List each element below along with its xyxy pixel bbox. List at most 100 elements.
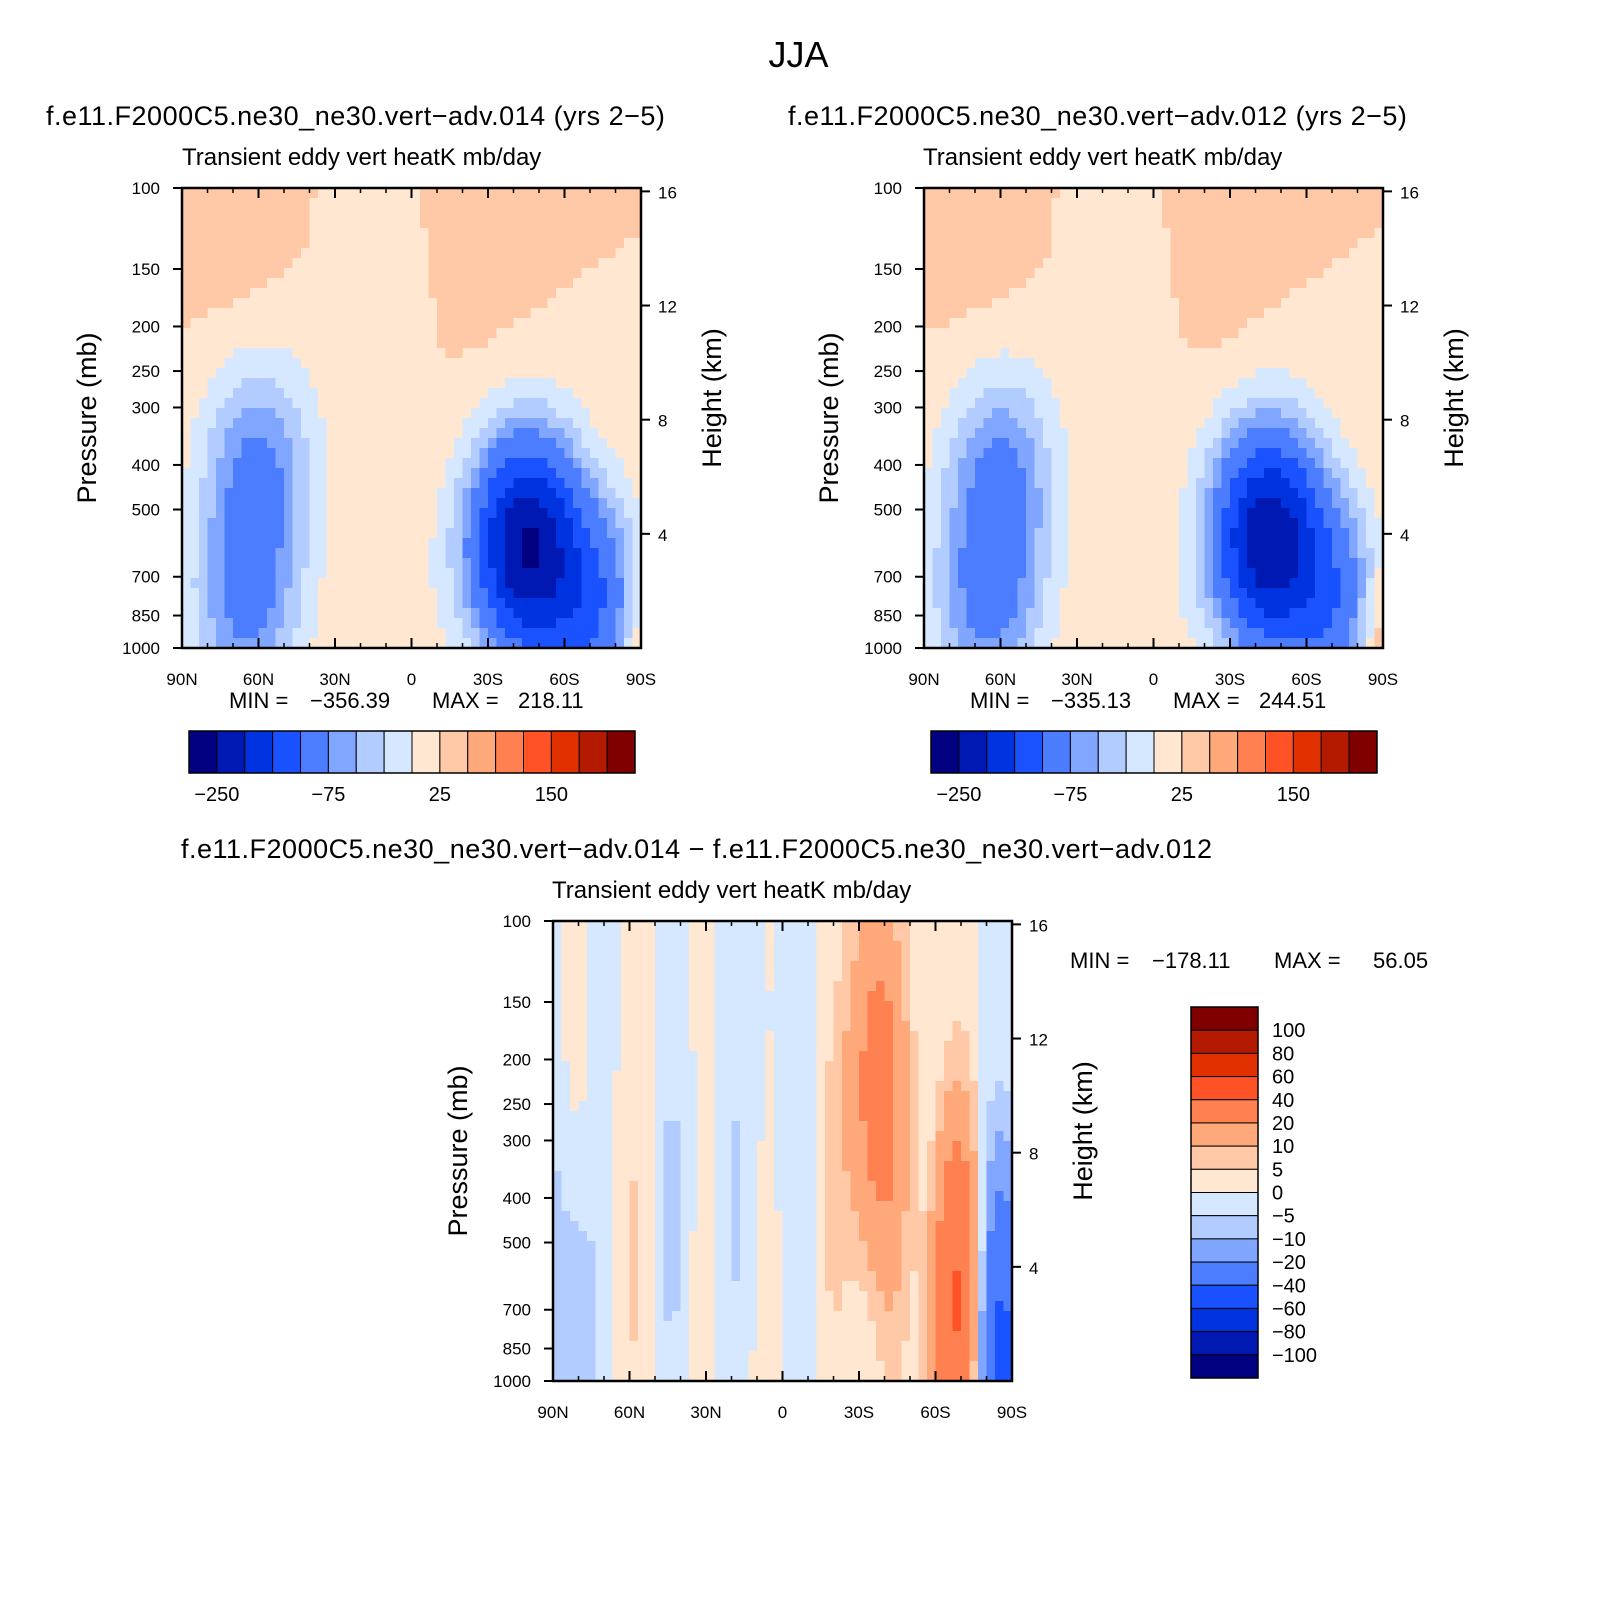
field-cell bbox=[941, 468, 951, 479]
field-cell bbox=[488, 218, 498, 229]
field-cell bbox=[624, 308, 634, 319]
field-cell bbox=[301, 478, 311, 489]
field-cell bbox=[284, 508, 294, 519]
field-cell bbox=[1298, 298, 1308, 309]
field-cell bbox=[1060, 378, 1070, 389]
field-cell bbox=[1289, 538, 1299, 549]
field-cell bbox=[522, 548, 532, 559]
field-cell bbox=[1289, 368, 1299, 379]
field-cell bbox=[530, 468, 540, 479]
field-cell bbox=[1289, 218, 1299, 229]
field-cell bbox=[1179, 298, 1189, 309]
field-cell bbox=[941, 628, 951, 639]
field-cell bbox=[1026, 578, 1036, 589]
field-cell bbox=[479, 398, 489, 409]
field-cell bbox=[539, 248, 549, 259]
field-cell bbox=[539, 458, 549, 469]
field-cell bbox=[267, 608, 277, 619]
field-cell bbox=[624, 278, 634, 289]
field-cell bbox=[1043, 298, 1053, 309]
field-cell bbox=[190, 418, 200, 429]
field-cell bbox=[1187, 188, 1197, 199]
field-cell bbox=[1145, 528, 1155, 539]
field-cell bbox=[966, 628, 976, 639]
field-cell bbox=[1000, 468, 1010, 479]
field-cell bbox=[1145, 578, 1155, 589]
field-cell bbox=[420, 608, 430, 619]
field-cell bbox=[258, 528, 268, 539]
field-cell bbox=[462, 508, 472, 519]
field-cell bbox=[1009, 248, 1019, 259]
field-cell bbox=[983, 428, 993, 439]
field-cell bbox=[437, 448, 447, 459]
field-cell bbox=[386, 468, 396, 479]
field-cell bbox=[932, 458, 942, 469]
field-cell bbox=[1034, 468, 1044, 479]
field-cell bbox=[1068, 598, 1078, 609]
field-cell bbox=[326, 358, 336, 369]
field-cell bbox=[1111, 288, 1121, 299]
field-cell bbox=[1306, 238, 1316, 249]
field-cell bbox=[941, 438, 951, 449]
field-cell bbox=[573, 578, 583, 589]
field-cell bbox=[352, 518, 362, 529]
field-cell bbox=[615, 408, 625, 419]
field-cell bbox=[1102, 528, 1112, 539]
field-cell bbox=[190, 618, 200, 629]
field-cell bbox=[1196, 478, 1206, 489]
field-cell bbox=[1332, 318, 1342, 329]
field-cell bbox=[1340, 298, 1350, 309]
field-cell bbox=[488, 628, 498, 639]
field-cell bbox=[1111, 248, 1121, 259]
field-cell bbox=[471, 448, 481, 459]
field-cell bbox=[1145, 388, 1155, 399]
field-cell bbox=[1102, 258, 1112, 269]
field-cell bbox=[386, 428, 396, 439]
field-cell bbox=[1043, 538, 1053, 549]
field-cell bbox=[924, 418, 934, 429]
field-cell bbox=[1170, 448, 1180, 459]
field-cell bbox=[318, 308, 328, 319]
field-cell bbox=[624, 468, 634, 479]
field-cell bbox=[471, 318, 481, 329]
field-cell bbox=[224, 548, 234, 559]
field-cell bbox=[1043, 588, 1053, 599]
field-cell bbox=[352, 388, 362, 399]
field-cell bbox=[301, 328, 311, 339]
field-cell bbox=[233, 418, 243, 429]
field-cell bbox=[1026, 478, 1036, 489]
field-cell bbox=[352, 598, 362, 609]
field-cell bbox=[539, 558, 549, 569]
field-cell bbox=[1264, 558, 1274, 569]
field-cell bbox=[1187, 598, 1197, 609]
field-cell bbox=[250, 358, 260, 369]
field-cell bbox=[539, 588, 549, 599]
field-cell bbox=[1170, 338, 1180, 349]
field-cell bbox=[335, 548, 345, 559]
field-cell bbox=[360, 508, 370, 519]
field-cell bbox=[250, 278, 260, 289]
field-cell bbox=[437, 438, 447, 449]
field-cell bbox=[1272, 538, 1282, 549]
field-cell bbox=[318, 348, 328, 359]
field-cell bbox=[1238, 438, 1248, 449]
field-cell bbox=[992, 378, 1002, 389]
field-cell bbox=[547, 358, 557, 369]
field-cell bbox=[1196, 578, 1206, 589]
field-cell bbox=[513, 538, 523, 549]
field-cell bbox=[1145, 498, 1155, 509]
field-cell bbox=[1026, 428, 1036, 439]
field-cell bbox=[216, 368, 226, 379]
field-cell bbox=[199, 518, 209, 529]
field-cell bbox=[573, 298, 583, 309]
field-cell bbox=[1230, 608, 1240, 619]
field-cell bbox=[975, 218, 985, 229]
field-cell bbox=[1289, 208, 1299, 219]
field-cell bbox=[471, 368, 481, 379]
field-cell bbox=[1009, 318, 1019, 329]
field-cell bbox=[326, 228, 336, 239]
field-cell bbox=[318, 288, 328, 299]
field-cell bbox=[632, 188, 642, 199]
field-cell bbox=[386, 288, 396, 299]
field-cell bbox=[1034, 578, 1044, 589]
